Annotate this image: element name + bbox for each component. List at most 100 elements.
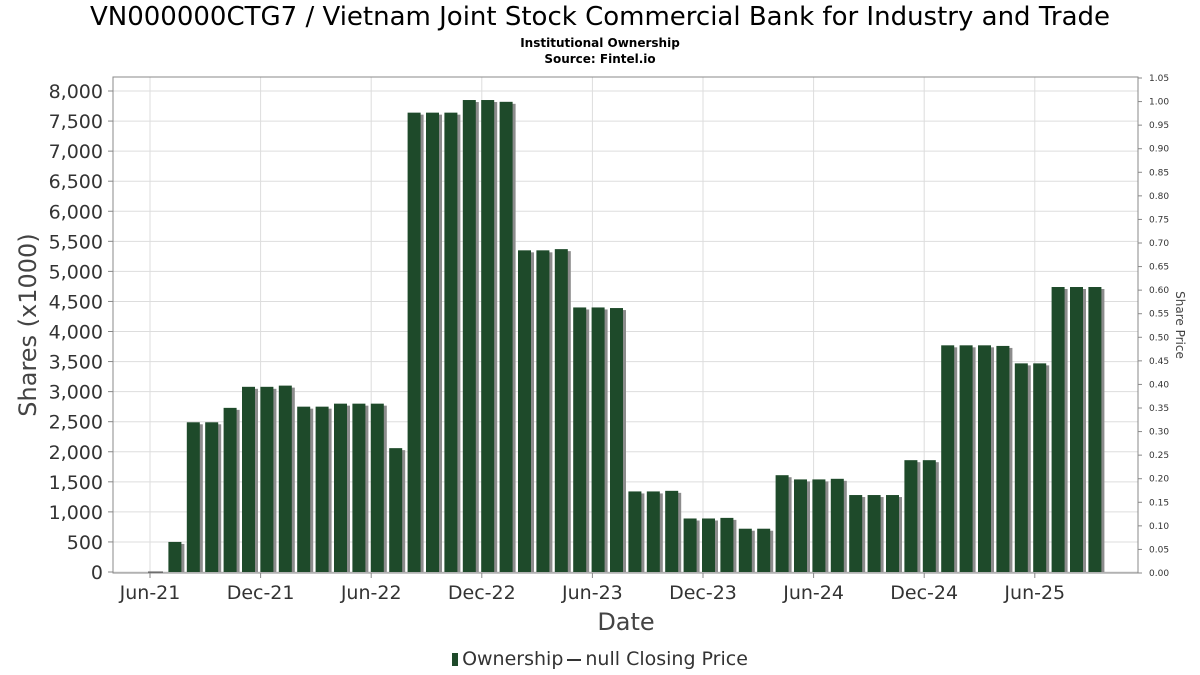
x-tick-label: Jun-21 bbox=[119, 582, 181, 604]
bar bbox=[830, 478, 847, 572]
bar bbox=[720, 517, 737, 572]
bar bbox=[867, 495, 884, 572]
bar bbox=[922, 460, 939, 572]
y2-tick-label: 1.00 bbox=[1149, 98, 1169, 108]
y-tick-label: 1,000 bbox=[49, 502, 103, 524]
y2-tick-label: 0.65 bbox=[1149, 263, 1169, 273]
bar bbox=[1014, 363, 1031, 572]
bar bbox=[554, 249, 571, 572]
x-tick-label: Dec-22 bbox=[448, 582, 516, 604]
bar bbox=[481, 100, 498, 573]
bar bbox=[1033, 363, 1050, 572]
bar bbox=[278, 385, 295, 572]
ownership-legend-swatch bbox=[452, 653, 459, 666]
y2-tick-label: 0.50 bbox=[1149, 333, 1169, 343]
y2-tick-label: 0.30 bbox=[1149, 428, 1169, 438]
y2-tick-label: 0.35 bbox=[1149, 404, 1169, 414]
y-tick-label: 2,000 bbox=[49, 442, 103, 464]
bar bbox=[812, 479, 829, 572]
y-tick-label: 3,000 bbox=[49, 382, 103, 404]
bar bbox=[904, 460, 921, 572]
bar bbox=[849, 495, 866, 572]
bar bbox=[444, 112, 461, 573]
y2-tick-label: 0.25 bbox=[1149, 451, 1169, 461]
bar bbox=[665, 490, 682, 572]
y2-axis-title: Share Price bbox=[1173, 291, 1187, 359]
bar bbox=[297, 406, 314, 572]
y2-tick-label: 0.80 bbox=[1149, 192, 1169, 202]
bar bbox=[518, 250, 534, 573]
y-tick-label: 2,500 bbox=[49, 412, 103, 434]
bar bbox=[223, 407, 240, 572]
bar bbox=[775, 475, 792, 572]
bar bbox=[573, 307, 590, 572]
y2-tick-label: 0.10 bbox=[1149, 522, 1169, 532]
y-tick-label: 6,000 bbox=[49, 201, 103, 223]
bar bbox=[205, 422, 222, 572]
bar bbox=[959, 345, 976, 572]
bar bbox=[591, 307, 608, 572]
bar bbox=[186, 422, 203, 572]
plot-area bbox=[112, 76, 1139, 574]
bar bbox=[628, 491, 645, 572]
y-tick-label: 6,500 bbox=[49, 171, 103, 193]
bar bbox=[407, 112, 424, 573]
y-tick-label: 1,500 bbox=[49, 472, 103, 494]
price-legend-label: null Closing Price bbox=[585, 648, 748, 670]
bar bbox=[757, 528, 774, 572]
y-tick-label: 4,500 bbox=[49, 291, 103, 313]
x-axis-title: Date bbox=[597, 608, 654, 636]
chart-title: VN000000CTG7 / Vietnam Joint Stock Comme… bbox=[89, 2, 1111, 32]
y-tick-label: 7,000 bbox=[49, 141, 103, 163]
y2-tick-label: 0.95 bbox=[1149, 121, 1169, 131]
bar bbox=[978, 345, 994, 572]
y2-tick-label: 0.15 bbox=[1149, 498, 1169, 508]
bar bbox=[370, 403, 387, 572]
y-tick-label: 5,500 bbox=[49, 231, 103, 253]
y2-tick-label: 0.05 bbox=[1149, 545, 1169, 555]
bar bbox=[462, 100, 479, 573]
y-tick-label: 0 bbox=[91, 562, 103, 584]
x-tick-label: Jun-24 bbox=[782, 582, 844, 604]
y2-tick-label: 0.00 bbox=[1149, 569, 1169, 579]
bar bbox=[168, 541, 185, 572]
bar bbox=[334, 403, 350, 572]
bar bbox=[426, 112, 442, 573]
y2-tick-label: 0.75 bbox=[1149, 215, 1169, 225]
bar bbox=[794, 479, 810, 572]
x-tick-label: Dec-23 bbox=[669, 582, 737, 604]
x-tick-label: Dec-21 bbox=[227, 582, 295, 604]
bar bbox=[886, 495, 902, 572]
y2-tick-label: 0.45 bbox=[1149, 357, 1169, 367]
bar bbox=[315, 406, 332, 572]
chart-source: Source: Fintel.io bbox=[544, 52, 656, 66]
y2-tick-label: 0.85 bbox=[1149, 168, 1169, 178]
x-tick-label: Dec-24 bbox=[890, 582, 958, 604]
y-tick-label: 4,000 bbox=[49, 322, 103, 344]
x-tick-label: Jun-22 bbox=[340, 582, 402, 604]
bar bbox=[1070, 287, 1086, 572]
y-tick-label: 8,000 bbox=[49, 81, 103, 103]
x-tick-label: Jun-23 bbox=[561, 582, 623, 604]
bar bbox=[352, 403, 369, 572]
bar bbox=[1088, 287, 1105, 572]
y-tick-label: 3,500 bbox=[49, 352, 103, 374]
y2-tick-label: 0.70 bbox=[1149, 239, 1169, 249]
price-legend-line bbox=[567, 658, 582, 661]
x-tick-label: Jun-25 bbox=[1003, 582, 1065, 604]
y2-tick-label: 0.55 bbox=[1149, 310, 1169, 320]
y2-tick-label: 0.40 bbox=[1149, 380, 1169, 390]
bar bbox=[646, 491, 663, 572]
bar bbox=[242, 386, 258, 572]
y-tick-label: 500 bbox=[67, 532, 103, 554]
bar bbox=[389, 448, 406, 572]
bar bbox=[941, 345, 958, 572]
y2-tick-label: 0.60 bbox=[1149, 286, 1169, 296]
y-axis-left: 0 500 1,000 1,500 2,000 2,500 3,000 3,500 4,000 4… bbox=[49, 81, 113, 584]
bar bbox=[260, 386, 277, 572]
bar bbox=[536, 250, 553, 573]
bar bbox=[738, 528, 755, 572]
y-axis-title: Shares (x1000) bbox=[14, 233, 42, 416]
bar bbox=[702, 518, 718, 572]
